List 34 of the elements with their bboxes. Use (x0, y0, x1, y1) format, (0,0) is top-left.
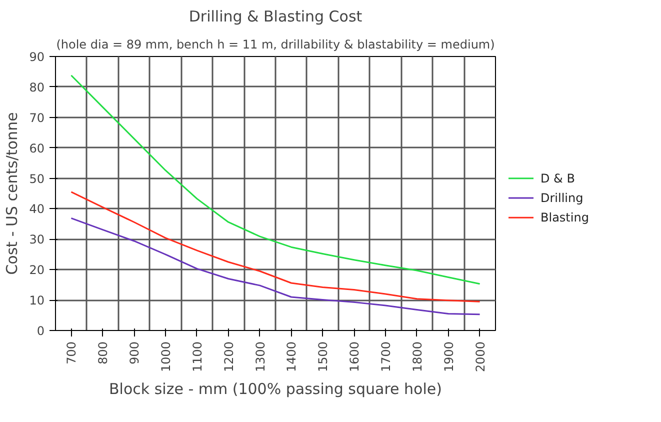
y-tick-label: 50 (29, 172, 45, 186)
x-axis-title: Block size - mm (100% passing square hole) (109, 380, 442, 398)
y-tick-label: 30 (29, 232, 45, 247)
x-tick-label: 1600 (348, 341, 362, 372)
y-tick-label: 70 (29, 110, 45, 125)
legend-label: Drilling (540, 190, 584, 205)
y-axis-title: Cost - US cents/tonne (3, 112, 22, 275)
chart-title: Drilling & Blasting Cost (188, 8, 362, 26)
y-tick-label: 80 (29, 80, 45, 94)
legend-label: Blasting (540, 210, 589, 225)
x-tick-label: 1500 (316, 341, 330, 372)
y-tick-label: 0 (36, 324, 45, 338)
y-tick-label: 40 (29, 202, 45, 216)
x-tick-label: 1000 (159, 341, 173, 372)
x-tick-label: 800 (96, 342, 110, 364)
y-tick-label: 10 (29, 294, 45, 308)
x-tick-label: 1900 (442, 341, 456, 372)
x-tick-label: 1300 (253, 341, 268, 372)
line-series (70, 74, 481, 285)
x-tick-label: 1400 (284, 341, 299, 372)
x-tick-label: 700 (64, 342, 79, 364)
line-series (70, 217, 481, 316)
x-tick-label: 900 (128, 342, 142, 364)
x-tick-label: 2000 (473, 341, 488, 372)
line-series (70, 191, 481, 302)
y-tick-label: 90 (29, 50, 45, 64)
x-tick-label: 1800 (410, 341, 424, 372)
y-tick-label: 60 (29, 141, 45, 156)
chart-subtitle: (hole dia = 89 mm, bench h = 11 m, drillability & blastability = medium) (56, 38, 495, 52)
y-tick-label: 20 (29, 263, 45, 278)
x-tick-label: 1200 (222, 341, 236, 372)
x-tick-label: 1100 (190, 341, 204, 372)
x-tick-label: 1700 (379, 341, 393, 372)
legend-label: D & B (540, 171, 575, 186)
